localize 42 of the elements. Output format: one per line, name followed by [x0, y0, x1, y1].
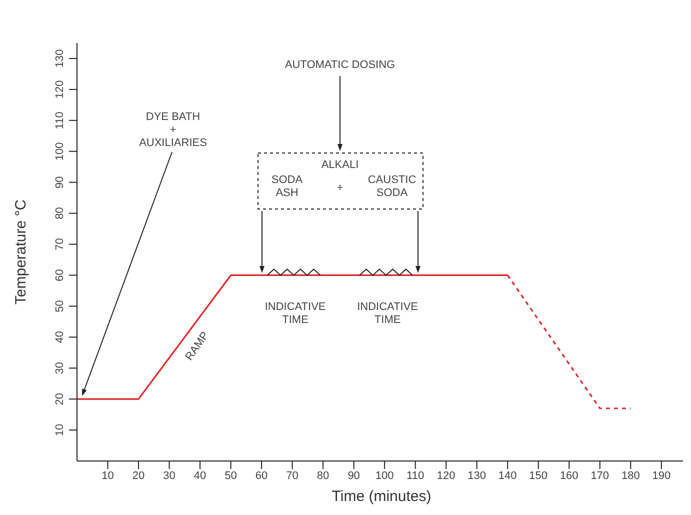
annotation: ALKALI — [321, 159, 359, 171]
y-tick-label: 70 — [54, 238, 66, 250]
x-tick-label: 10 — [102, 470, 114, 482]
x-tick-label: 170 — [590, 470, 610, 482]
y-tick-label: 100 — [54, 142, 66, 161]
y-tick-label: 120 — [54, 80, 66, 99]
x-tick-label: 100 — [375, 470, 394, 482]
annotation: INDICATIVE TIME — [357, 301, 418, 326]
annotation: SODA ASH — [271, 174, 304, 199]
annotation: INDICATIVE TIME — [264, 301, 326, 326]
y-tick-label: 30 — [54, 362, 66, 374]
x-tick-label: 60 — [255, 470, 268, 482]
x-axis-title: Time (minutes) — [332, 488, 432, 505]
y-tick-label: 20 — [54, 392, 66, 406]
x-tick-label: 140 — [498, 470, 517, 482]
y-tick-label: 130 — [54, 49, 66, 68]
x-tick-label: 80 — [316, 470, 330, 482]
y-tick-label: 40 — [54, 331, 66, 344]
x-tick-label: 110 — [406, 470, 424, 482]
x-tick-label: 20 — [132, 470, 145, 482]
x-tick-label: 30 — [163, 470, 176, 482]
annotation: AUTOMATIC DOSING — [284, 59, 396, 71]
annotation: + — [336, 182, 344, 194]
y-tick-label: 50 — [54, 300, 66, 312]
y-tick-label: 110 — [54, 112, 66, 130]
x-tick-label: 150 — [529, 470, 548, 482]
y-tick-label: 60 — [54, 269, 66, 282]
x-tick-label: 90 — [348, 470, 360, 482]
x-tick-label: 40 — [194, 470, 206, 482]
x-tick-label: 70 — [286, 470, 298, 482]
annotation: CAUSTIC SODA — [368, 174, 416, 199]
x-tick-label: 50 — [224, 470, 237, 482]
x-tick-label: 160 — [560, 470, 578, 482]
y-tick-label: 80 — [54, 207, 66, 220]
x-tick-label: 180 — [621, 470, 640, 482]
y-axis-title: Temperature °C — [12, 199, 30, 305]
y-tick-label: 10 — [54, 424, 66, 436]
x-tick-label: 130 — [468, 470, 486, 482]
y-tick-label: 90 — [54, 176, 66, 188]
x-tick-label: 190 — [652, 470, 671, 482]
annotation: DYE BATH + AUXILIARIES — [139, 111, 207, 149]
x-tick-label: 120 — [436, 470, 456, 482]
